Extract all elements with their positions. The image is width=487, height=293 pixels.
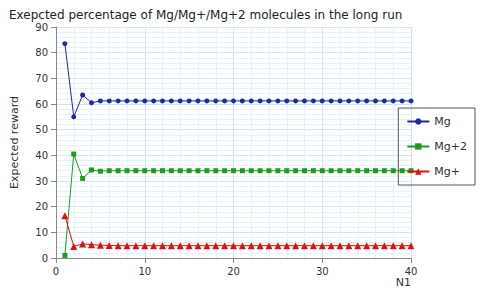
svg-text:Mg: Mg	[434, 115, 450, 128]
svg-text:70: 70	[35, 73, 48, 84]
svg-text:40: 40	[35, 150, 48, 161]
svg-text:Expected reward: Expected reward	[8, 96, 21, 189]
svg-text:30: 30	[316, 266, 329, 277]
svg-text:10: 10	[35, 227, 48, 238]
svg-text:0: 0	[42, 253, 48, 264]
svg-text:Mg+: Mg+	[434, 165, 460, 178]
svg-text:10: 10	[138, 266, 151, 277]
svg-text:30: 30	[35, 176, 48, 187]
svg-text:0: 0	[53, 266, 59, 277]
svg-text:60: 60	[35, 99, 48, 110]
svg-text:Mg+2: Mg+2	[434, 140, 467, 153]
svg-text:50: 50	[35, 124, 48, 135]
svg-text:N1: N1	[396, 276, 411, 289]
svg-text:20: 20	[35, 201, 48, 212]
svg-text:90: 90	[35, 22, 48, 33]
svg-text:40: 40	[405, 266, 418, 277]
svg-text:Exepcted percentage of Mg/Mg+/: Exepcted percentage of Mg/Mg+/Mg+2 molec…	[9, 8, 402, 22]
svg-text:80: 80	[35, 47, 48, 58]
svg-text:20: 20	[227, 266, 240, 277]
